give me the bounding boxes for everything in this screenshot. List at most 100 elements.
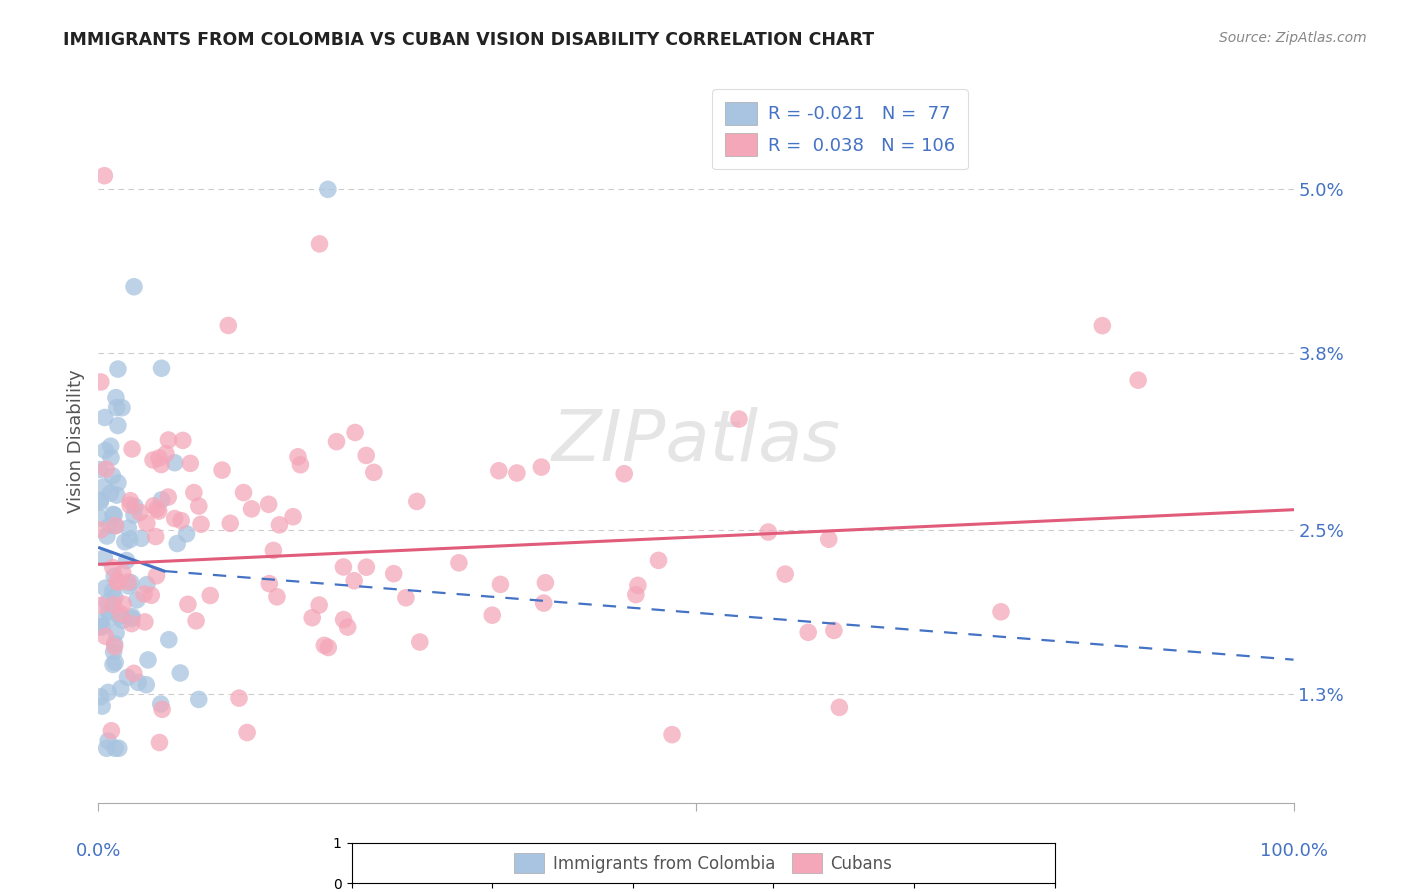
Point <box>121 616 143 631</box>
Point <box>613 467 636 481</box>
Point <box>728 412 751 426</box>
Point <box>148 450 170 465</box>
Point <box>101 584 124 599</box>
Point <box>121 442 143 456</box>
Point <box>627 578 650 592</box>
Point <box>100 450 122 465</box>
Point <box>211 463 233 477</box>
Point <box>89 690 111 704</box>
Point <box>89 510 111 524</box>
Point <box>97 734 120 748</box>
Point <box>135 577 157 591</box>
Point <box>219 516 242 531</box>
Point <box>534 575 557 590</box>
Point <box>89 620 111 634</box>
Point <box>90 615 112 629</box>
Point <box>121 611 143 625</box>
Point <box>332 560 354 574</box>
Point <box>150 492 173 507</box>
Point <box>301 611 323 625</box>
Point <box>354 449 377 463</box>
Point <box>356 560 378 574</box>
Point <box>187 499 209 513</box>
Point <box>108 609 131 624</box>
Point <box>647 553 669 567</box>
Point <box>190 517 212 532</box>
Point <box>124 500 146 514</box>
Point <box>122 279 145 293</box>
Point <box>177 597 200 611</box>
Point <box>127 675 149 690</box>
Point <box>481 608 503 623</box>
Point <box>97 685 120 699</box>
Point <box>314 638 336 652</box>
Point <box>533 596 555 610</box>
Point <box>828 700 851 714</box>
Point <box>118 533 141 547</box>
Point <box>107 362 129 376</box>
Point <box>98 518 121 533</box>
Point <box>103 645 125 659</box>
Point <box>103 598 125 612</box>
Point <box>117 521 139 535</box>
Point <box>103 569 125 583</box>
Point <box>176 526 198 541</box>
Point <box>96 596 118 610</box>
Point <box>257 497 280 511</box>
Point <box>105 488 128 502</box>
Point <box>100 486 122 500</box>
Point <box>122 666 145 681</box>
Point <box>817 533 839 547</box>
Point <box>409 635 432 649</box>
Point <box>104 518 127 533</box>
Point <box>118 498 141 512</box>
Point <box>100 439 122 453</box>
Point <box>142 499 165 513</box>
Point <box>107 475 129 490</box>
Point <box>530 460 553 475</box>
Point <box>101 468 124 483</box>
Point <box>344 425 367 440</box>
Y-axis label: Vision Disability: Vision Disability <box>66 369 84 514</box>
Point <box>93 550 115 565</box>
Point <box>146 502 169 516</box>
Point <box>93 480 115 494</box>
Text: ZIPatlas: ZIPatlas <box>551 407 841 476</box>
Point <box>145 530 167 544</box>
Point <box>169 665 191 680</box>
Text: IMMIGRANTS FROM COLOMBIA VS CUBAN VISION DISABILITY CORRELATION CHART: IMMIGRANTS FROM COLOMBIA VS CUBAN VISION… <box>63 31 875 49</box>
Point <box>89 462 111 476</box>
Point <box>150 702 173 716</box>
Point <box>290 458 312 472</box>
Point <box>94 629 117 643</box>
Point <box>135 678 157 692</box>
Point <box>1091 318 1114 333</box>
Point <box>89 495 111 509</box>
Point <box>135 516 157 531</box>
Point <box>104 741 127 756</box>
Point <box>157 632 180 647</box>
Point <box>101 560 124 574</box>
Point <box>382 566 405 581</box>
Point <box>756 524 779 539</box>
Point <box>142 453 165 467</box>
Point <box>990 605 1012 619</box>
Point <box>228 691 250 706</box>
Point <box>121 609 143 624</box>
Point <box>157 490 180 504</box>
Point <box>134 615 156 629</box>
Point <box>93 410 115 425</box>
Point <box>111 566 134 580</box>
Point <box>93 169 115 183</box>
Point <box>104 590 127 604</box>
Point <box>104 640 127 654</box>
Point <box>90 523 112 537</box>
Point <box>117 574 139 589</box>
Point <box>101 657 124 672</box>
Point <box>157 433 180 447</box>
Point <box>179 456 201 470</box>
Point <box>117 670 139 684</box>
Point <box>120 575 142 590</box>
Point <box>145 569 167 583</box>
Point <box>103 508 125 522</box>
